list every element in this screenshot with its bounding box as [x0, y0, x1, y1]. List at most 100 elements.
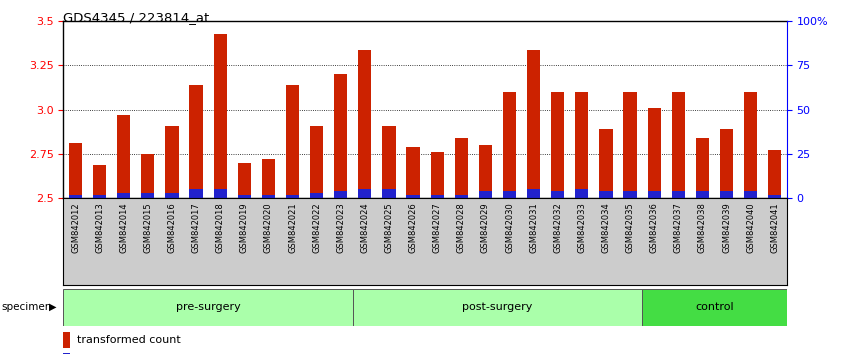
Bar: [310, 126, 323, 198]
Text: GDS4345 / 223814_at: GDS4345 / 223814_at: [63, 11, 210, 24]
Text: GSM842031: GSM842031: [529, 202, 538, 253]
Bar: [575, 189, 589, 198]
Text: GSM842021: GSM842021: [288, 202, 297, 253]
Text: GSM842029: GSM842029: [481, 202, 490, 253]
Text: GSM842014: GSM842014: [119, 202, 129, 253]
Bar: [238, 195, 251, 198]
Bar: [261, 195, 275, 198]
Bar: [69, 195, 82, 198]
Text: GSM842032: GSM842032: [553, 202, 563, 253]
Bar: [190, 85, 203, 198]
Bar: [647, 108, 661, 198]
Bar: [768, 195, 782, 198]
Bar: [286, 195, 299, 198]
Bar: [63, 289, 353, 326]
Text: GSM842025: GSM842025: [384, 202, 393, 253]
Bar: [551, 92, 564, 198]
Bar: [672, 191, 685, 198]
Bar: [503, 92, 516, 198]
Bar: [479, 191, 492, 198]
Bar: [63, 332, 70, 348]
Text: GSM842039: GSM842039: [722, 202, 731, 253]
Text: GSM842033: GSM842033: [577, 202, 586, 253]
Text: GSM842041: GSM842041: [770, 202, 779, 253]
Bar: [454, 138, 468, 198]
Text: specimen: specimen: [2, 302, 52, 312]
Bar: [141, 193, 155, 198]
Bar: [479, 145, 492, 198]
Text: pre-surgery: pre-surgery: [176, 302, 240, 312]
Bar: [624, 191, 637, 198]
Bar: [647, 191, 661, 198]
Bar: [527, 50, 541, 198]
Bar: [165, 126, 179, 198]
Bar: [431, 195, 444, 198]
Bar: [406, 147, 420, 198]
Bar: [190, 189, 203, 198]
Text: control: control: [695, 302, 733, 312]
Bar: [213, 34, 227, 198]
Text: GSM842017: GSM842017: [191, 202, 201, 253]
Bar: [642, 289, 787, 326]
Text: ▶: ▶: [49, 302, 57, 312]
Bar: [93, 165, 107, 198]
Bar: [551, 191, 564, 198]
Text: GSM842040: GSM842040: [746, 202, 755, 253]
Bar: [503, 191, 516, 198]
Text: post-surgery: post-surgery: [462, 302, 533, 312]
Text: GSM842023: GSM842023: [336, 202, 345, 253]
Text: GSM842013: GSM842013: [95, 202, 104, 253]
Text: GSM842020: GSM842020: [264, 202, 273, 253]
Text: GSM842024: GSM842024: [360, 202, 370, 253]
Bar: [454, 195, 468, 198]
Text: GSM842012: GSM842012: [71, 202, 80, 253]
Text: GSM842022: GSM842022: [312, 202, 321, 253]
Text: GSM842015: GSM842015: [143, 202, 152, 253]
Text: GSM842019: GSM842019: [239, 202, 249, 253]
Bar: [768, 150, 782, 198]
Bar: [720, 129, 733, 198]
Text: GSM842030: GSM842030: [505, 202, 514, 253]
Bar: [695, 138, 709, 198]
Bar: [624, 92, 637, 198]
Bar: [93, 195, 107, 198]
Bar: [141, 154, 155, 198]
Bar: [358, 189, 371, 198]
Bar: [599, 129, 613, 198]
Bar: [261, 159, 275, 198]
Bar: [310, 193, 323, 198]
Bar: [334, 191, 348, 198]
Text: GSM842036: GSM842036: [650, 202, 659, 253]
Text: GSM842018: GSM842018: [216, 202, 225, 253]
Bar: [165, 193, 179, 198]
Bar: [358, 50, 371, 198]
Bar: [672, 92, 685, 198]
Bar: [334, 74, 348, 198]
Bar: [286, 85, 299, 198]
Bar: [353, 289, 642, 326]
Bar: [695, 191, 709, 198]
Text: transformed count: transformed count: [77, 335, 181, 345]
Text: GSM842026: GSM842026: [409, 202, 418, 253]
Bar: [744, 191, 757, 198]
Text: GSM842035: GSM842035: [625, 202, 634, 253]
Bar: [117, 193, 130, 198]
Bar: [575, 92, 589, 198]
Text: GSM842038: GSM842038: [698, 202, 707, 253]
Bar: [406, 195, 420, 198]
Bar: [720, 191, 733, 198]
Bar: [213, 189, 227, 198]
Bar: [117, 115, 130, 198]
Text: GSM842016: GSM842016: [168, 202, 177, 253]
Text: GSM842037: GSM842037: [673, 202, 683, 253]
Text: GSM842028: GSM842028: [457, 202, 466, 253]
Text: GSM842027: GSM842027: [432, 202, 442, 253]
Bar: [431, 152, 444, 198]
Bar: [744, 92, 757, 198]
Bar: [599, 191, 613, 198]
Bar: [63, 353, 70, 354]
Bar: [382, 189, 396, 198]
Bar: [382, 126, 396, 198]
Bar: [527, 189, 541, 198]
Text: GSM842034: GSM842034: [602, 202, 611, 253]
